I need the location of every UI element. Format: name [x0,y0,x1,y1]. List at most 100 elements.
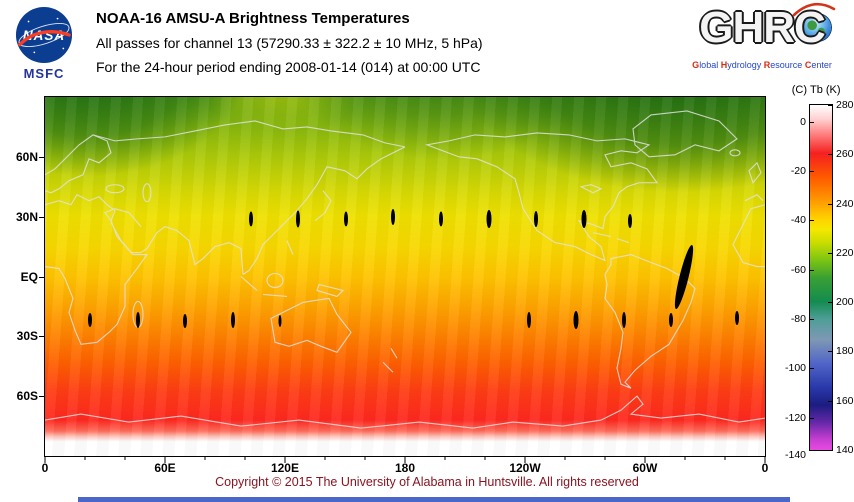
colorbar-tick [828,252,832,254]
lat-label-60s: 60S [16,389,38,404]
data-gap-streak [526,311,531,328]
ghrc-letters-pre: GHR [699,3,795,52]
coastline-new-zealand [382,348,398,373]
colorbar-tick [810,417,814,419]
coastline-great-lakes [579,184,603,194]
nasa-logo-block: NASA MSFC [12,6,76,81]
data-gap-streak [391,209,396,226]
coastline-east-asia [242,146,406,275]
colorbar-celsius-header: (C) [791,84,807,96]
data-gap-streak [581,210,587,229]
coastline-java [262,293,288,297]
data-gap-streak [296,210,301,228]
colorbar-tick [810,269,814,271]
lon-label-0: 0 [761,461,769,475]
coastline-iceland [729,149,741,157]
colorbar-kelvin-header: Tb (K) [810,84,841,96]
coastline-south-asia [104,208,244,275]
coastline-british-isles [748,161,762,184]
colorbar-celsius-labels: 0 -20 -40 -60 -80 -100 -120 -140 [768,105,806,461]
data-gap-streak [343,211,348,227]
lat-label-eq: EQ [20,269,38,284]
data-gap-streak [183,314,188,329]
x-tick-minor [324,457,326,460]
kelvin-tick-label: 160 [836,394,854,407]
data-gap-streak [628,213,633,228]
x-tick-major [524,457,526,463]
ghrc-logo: GHR C [699,2,836,64]
data-gap-streak [734,310,739,325]
colorbar-tick [810,121,814,123]
coastline-africa [45,222,149,345]
coastline-borneo [266,272,284,289]
colorbar-tick [828,450,832,451]
celsius-tick-label: -20 [790,165,806,178]
coastline-caribbean [592,232,630,244]
data-gap-streak [88,312,93,327]
x-axis-ticks [44,457,766,464]
colorbar-tick [810,368,814,370]
kelvin-tick-label: 220 [836,246,854,259]
nasa-red-swoosh-icon [18,30,71,47]
ghrc-subtitle: Global Hydrology Resource Center [676,60,848,70]
data-gap-marks-layer [45,97,765,456]
lon-label-60w: 60W [632,461,658,475]
coastline-antarctica [45,395,765,429]
kelvin-tick-label: 240 [836,197,854,210]
coastline-north-america [424,132,659,262]
map-canvas [45,97,765,456]
nasa-meatball-icon: NASA [15,6,73,64]
ghrc-subtitle-word: Hydrology [720,60,762,70]
lon-label-0: 0 [41,461,49,475]
x-tick-minor [444,457,446,460]
lon-label-60e: 60E [154,461,176,475]
coastline-sumatra [240,276,258,291]
coastline-iberia [744,194,764,202]
x-axis-labels: 0 60E 120E 180 120W 60W 0 [41,461,769,476]
x-tick-minor [724,457,726,460]
x-tick-minor [604,457,606,460]
celsius-tick-label: -120 [784,411,806,424]
bottom-blue-strip [78,497,790,502]
coastline-siberia-arctic [92,120,406,148]
colorbar-tick [828,351,832,353]
ghrc-globe-icon [803,14,831,41]
celsius-tick-label: -40 [790,214,806,227]
coastline-mediterranean [45,194,116,221]
colorbar-tick [810,319,814,321]
lat-label-30n: 30N [15,209,38,224]
y-tick [39,216,44,218]
coastline-greenland [632,110,738,158]
kelvin-tick-label: 180 [836,345,854,358]
x-tick-minor [564,457,566,460]
data-gap-streak [669,312,674,327]
y-tick [39,396,44,398]
x-tick-major [404,457,406,463]
colorbar-tick [828,105,832,106]
y-tick [39,156,44,158]
page-title: NOAA-16 AMSU-A Brightness Temperatures [96,10,410,27]
coastline-nw-africa [732,204,765,268]
x-tick-major [764,457,766,463]
x-tick-minor [84,457,86,460]
coastline-philippines [286,240,294,255]
lon-label-180: 180 [394,461,416,475]
kelvin-tick-label: 140 [836,444,854,456]
y-tick [39,336,44,338]
data-gap-streak [278,315,282,328]
data-gap-streak [534,211,539,228]
x-tick-minor [364,457,366,460]
channel-subtitle: All passes for channel 13 (57290.33 ± 32… [96,35,483,51]
data-gap-streak [248,211,253,227]
data-gap-streak [135,311,140,328]
y-tick [39,276,44,278]
kelvin-tick-label: 280 [836,99,854,111]
swath-striping [45,97,765,456]
lon-label-120e: 120E [270,461,299,475]
celsius-tick-label: -80 [790,313,806,326]
colorbar-tick [828,400,832,402]
coastlines-overlay [45,110,765,429]
colorbar-kelvin-labels: 280 260 240 220 200 180 160 140 [836,99,854,456]
coastline-black-sea [105,184,125,194]
period-subtitle: For the 24-hour period ending 2008-01-14… [96,59,481,75]
